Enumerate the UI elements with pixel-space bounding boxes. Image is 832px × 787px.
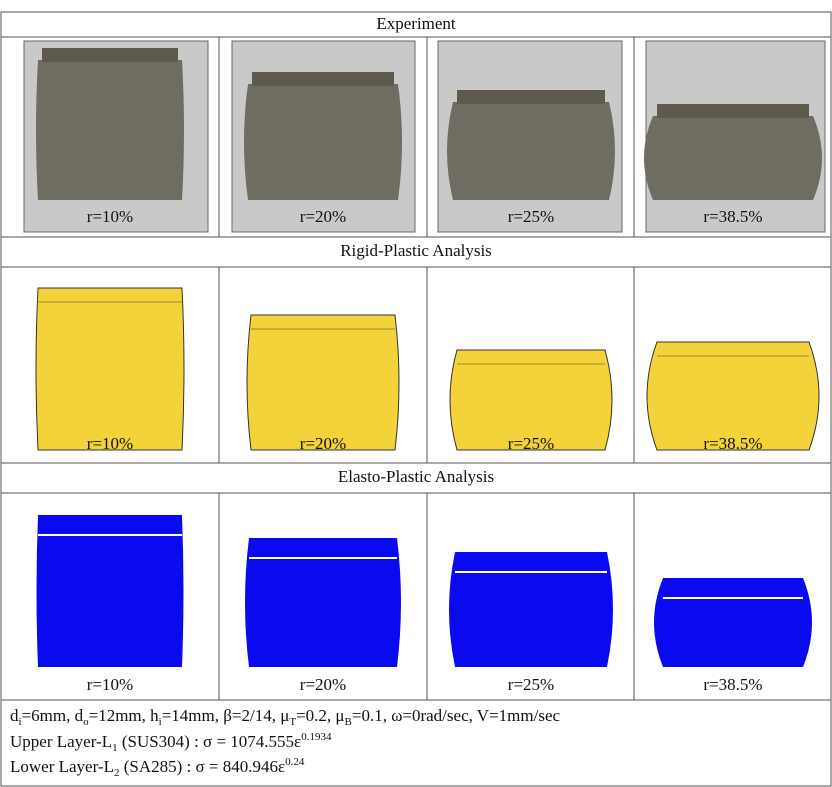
- specimen-cap: [252, 72, 394, 86]
- footer-text: =14mm, β=2/14, μ: [162, 706, 290, 725]
- superscript: 0.1934: [301, 731, 332, 743]
- case-label: r=10%: [87, 207, 133, 226]
- specimen: [447, 102, 615, 200]
- footer-line: di=6mm, do=12mm, hi=14mm, β=2/14, μT=0.2…: [10, 706, 560, 728]
- case-label: r=38.5%: [703, 434, 762, 453]
- specimen-cap: [42, 48, 178, 62]
- section-title: Experiment: [376, 14, 456, 33]
- footer-text: (SUS304) : σ = 1074.555ε: [118, 732, 302, 751]
- specimen: [36, 60, 184, 200]
- subscript: B: [345, 716, 352, 728]
- elasto-mesh: [654, 578, 812, 667]
- superscript: 0.24: [285, 756, 305, 768]
- case-label: r=10%: [87, 675, 133, 694]
- case-label: r=20%: [300, 434, 346, 453]
- specimen: [644, 116, 822, 200]
- case-label: r=20%: [300, 207, 346, 226]
- case-label: r=25%: [508, 207, 554, 226]
- specimen: [244, 84, 402, 200]
- footer-text: =0.2, μ: [296, 706, 344, 725]
- footer-text: =0.1, ω=0rad/sec, V=1mm/sec: [352, 706, 561, 725]
- section-title: Rigid-Plastic Analysis: [340, 241, 492, 260]
- section-title: Elasto-Plastic Analysis: [338, 467, 494, 486]
- elasto-mesh: [37, 515, 184, 667]
- specimen-cap: [457, 90, 605, 104]
- footer-text: Upper Layer-L: [10, 732, 112, 751]
- case-label: r=38.5%: [703, 675, 762, 694]
- case-label: r=20%: [300, 675, 346, 694]
- rigid-mesh: [36, 288, 184, 450]
- footer-text: =12mm, h: [89, 706, 160, 725]
- footer-text: Lower Layer-L: [10, 757, 114, 776]
- case-label: r=38.5%: [703, 207, 762, 226]
- elasto-mesh: [449, 552, 613, 667]
- figure: Experiment r=10% r=20% r=25% r=38.5% Rigid-Pl…: [0, 0, 832, 787]
- footer-text: =6mm, d: [22, 706, 84, 725]
- case-label: r=25%: [508, 434, 554, 453]
- specimen-cap: [657, 104, 809, 118]
- footer-text: (SA285) : σ = 840.946ε: [119, 757, 285, 776]
- footer-line: Upper Layer-L1 (SUS304) : σ = 1074.555ε0…: [10, 731, 332, 754]
- case-label: r=25%: [508, 675, 554, 694]
- case-label: r=10%: [87, 434, 133, 453]
- footer-line: Lower Layer-L2 (SA285) : σ = 840.946ε0.2…: [10, 756, 305, 779]
- rigid-mesh: [247, 315, 399, 450]
